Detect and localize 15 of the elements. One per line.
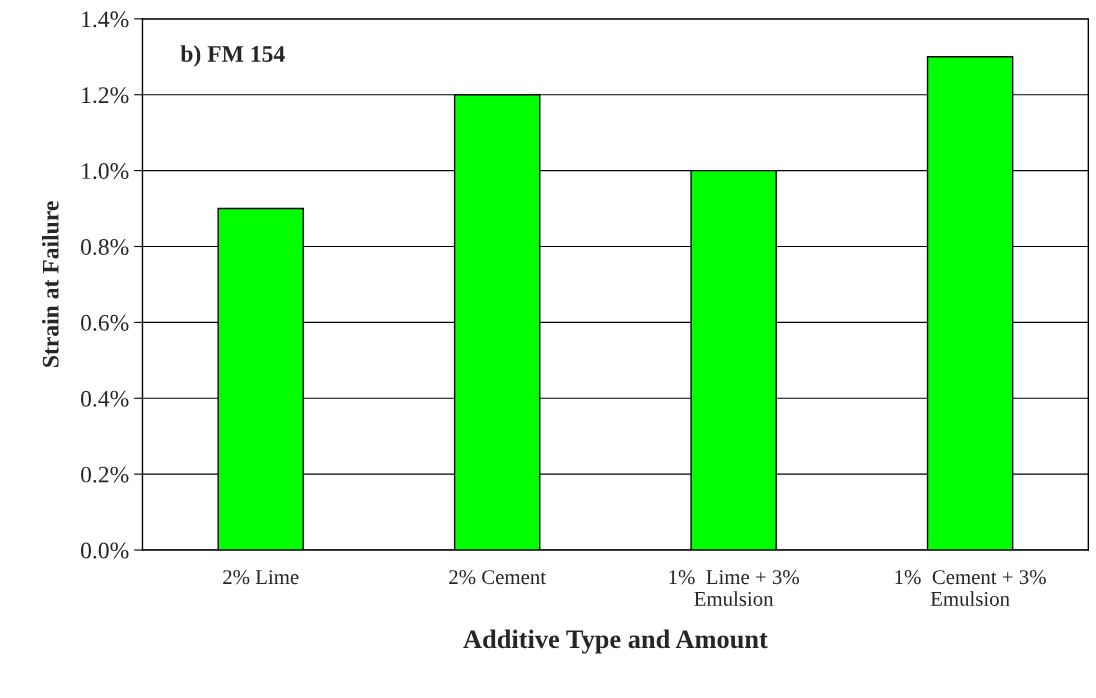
y-tick-label: 0.8% bbox=[81, 238, 129, 256]
annotation: b) FM 154 bbox=[180, 45, 285, 67]
y-tick-label: 0.2% bbox=[81, 466, 129, 483]
y-tick-label: 1.2% bbox=[82, 87, 129, 104]
y-tick-label: 0.0% bbox=[81, 542, 129, 559]
x-tick-label: 2% Cement bbox=[449, 570, 546, 585]
y-tick-label: 0.6% bbox=[81, 314, 129, 331]
y-tick-label: 1.4% bbox=[82, 11, 129, 28]
y-tick-label: 0.4% bbox=[81, 390, 129, 407]
x-axis-title: Additive Type and Amount bbox=[463, 629, 768, 654]
y-axis-title: Strain at Failure bbox=[42, 201, 59, 367]
x-tick-label: 1% Lime + 3% Emulsion bbox=[669, 570, 799, 606]
y-tick-label: 1.0% bbox=[82, 163, 129, 180]
x-tick-label: 2% Lime bbox=[223, 570, 299, 585]
x-tick-label: 1% Cement + 3% Emulsion bbox=[895, 570, 1046, 606]
